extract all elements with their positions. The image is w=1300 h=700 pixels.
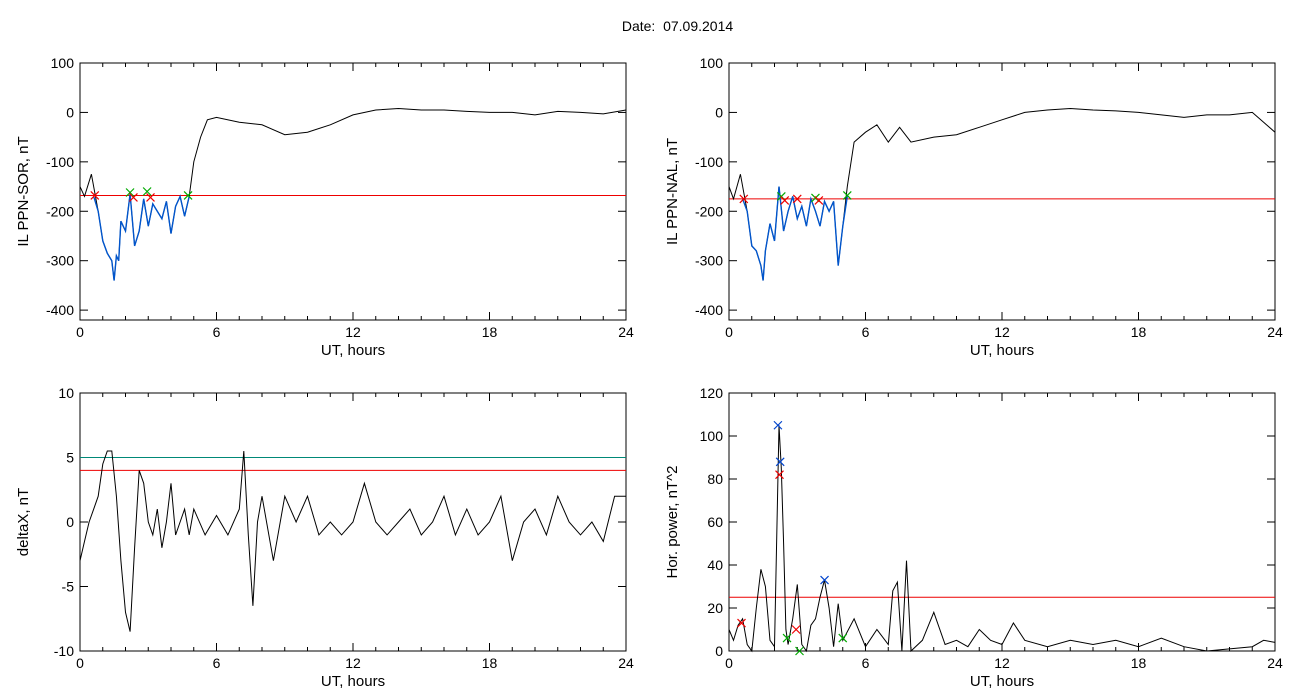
- chart-panel-ppn-sor: 0 6 12 18 24 -400 -300 -200 -100 0 100 UT, hours IL …: [15, 55, 634, 359]
- y-axis-label: IL PPN-SOR, nT: [15, 136, 32, 246]
- x-tick-label: 0: [725, 324, 733, 340]
- series-line: [728, 425, 1276, 653]
- y-tick-label: -5: [62, 579, 75, 595]
- x-axis-label: UT, hours: [321, 342, 385, 359]
- cross-marker: [737, 618, 746, 628]
- y-tick-label: 100: [51, 55, 75, 71]
- x-tick-label: 6: [213, 324, 221, 340]
- x-tick-label: 24: [1267, 324, 1283, 340]
- x-tick-label: 12: [345, 324, 361, 340]
- y-tick-label: 0: [66, 104, 74, 120]
- x-tick-label: 12: [994, 324, 1010, 340]
- y-tick-label: 0: [715, 104, 723, 120]
- y-tick-label: -100: [695, 154, 723, 170]
- x-axis-label: UT, hours: [970, 673, 1034, 690]
- y-tick-label: 10: [58, 385, 74, 401]
- x-axis-label: UT, hours: [321, 673, 385, 690]
- y-tick-label: 60: [707, 514, 723, 530]
- cross-marker: [795, 646, 804, 656]
- cross-marker: [773, 420, 783, 430]
- chart-panel-ppn-nal: 0 6 12 18 24 -400 -300 -200 -100 0 100 UT, hours IL …: [664, 55, 1283, 359]
- y-tick-label: 40: [707, 557, 723, 573]
- y-tick-label: 5: [66, 450, 74, 466]
- x-tick-label: 0: [76, 655, 84, 671]
- x-tick-label: 0: [76, 324, 84, 340]
- cross-marker: [90, 191, 100, 200]
- y-tick-label: 100: [700, 55, 724, 71]
- x-axis-label: UT, hours: [970, 342, 1034, 359]
- y-axis-label: Hor. power, nT^2: [664, 466, 681, 579]
- y-tick-label: -200: [695, 203, 723, 219]
- cross-marker: [820, 575, 829, 585]
- x-tick-label: 24: [618, 655, 634, 671]
- y-tick-label: 20: [707, 600, 723, 616]
- series-line: [79, 107, 627, 281]
- cross-marker: [183, 191, 193, 200]
- x-tick-label: 18: [482, 655, 498, 671]
- y-tick-label: 120: [700, 385, 724, 401]
- cross-marker: [782, 633, 792, 643]
- y-tick-label: -300: [46, 253, 74, 269]
- x-tick-label: 24: [618, 324, 634, 340]
- x-tick-label: 12: [345, 655, 361, 671]
- y-tick-label: 0: [66, 514, 74, 530]
- x-tick-label: 12: [994, 655, 1010, 671]
- plot-frame: [728, 62, 1276, 321]
- y-tick-label: 0: [715, 643, 723, 659]
- series-highlight-line: [741, 186, 848, 281]
- chart-panel-deltax: 0 6 12 18 24 -10 -5 0 5 10 UT, hours deltaX, nT: [15, 385, 634, 690]
- cross-marker: [775, 470, 784, 480]
- x-tick-label: 18: [482, 324, 498, 340]
- cross-marker: [792, 194, 802, 204]
- y-tick-label: -200: [46, 203, 74, 219]
- y-tick-label: -100: [46, 154, 74, 170]
- cross-marker: [838, 633, 848, 643]
- x-tick-label: 18: [1131, 655, 1147, 671]
- cross-marker: [791, 625, 801, 634]
- series-highlight-line: [93, 193, 190, 281]
- cross-marker: [125, 188, 135, 197]
- y-axis-label: deltaX, nT: [15, 488, 32, 556]
- y-tick-label: 80: [707, 471, 723, 487]
- y-tick-label: -400: [695, 302, 723, 318]
- y-tick-label: -400: [46, 302, 74, 318]
- cross-marker: [146, 193, 155, 202]
- cross-marker: [842, 191, 852, 200]
- plot-frame: [79, 62, 627, 321]
- cross-marker: [142, 187, 152, 196]
- x-tick-label: 6: [213, 655, 221, 671]
- x-tick-label: 24: [1267, 655, 1283, 671]
- cross-marker: [814, 195, 824, 205]
- x-tick-label: 6: [862, 324, 870, 340]
- series-line: [79, 450, 626, 632]
- y-tick-label: 100: [700, 428, 724, 444]
- cross-marker: [775, 457, 785, 467]
- cross-marker: [780, 195, 790, 205]
- date-title: Date: 07.09.2014: [621, 18, 734, 34]
- series-line: [728, 107, 1276, 281]
- y-tick-label: -300: [695, 253, 723, 269]
- x-tick-label: 6: [862, 655, 870, 671]
- cross-marker: [129, 193, 138, 202]
- chart-panel-hor-power: 0 6 12 18 24 0 20 40 60 80 100 120 UT, hours Hor. pow…: [664, 385, 1283, 690]
- y-axis-label: IL PPN-NAL, nT: [664, 138, 681, 245]
- y-tick-label: -10: [54, 643, 74, 659]
- x-tick-label: 18: [1131, 324, 1147, 340]
- x-tick-label: 0: [725, 655, 733, 671]
- cross-marker: [739, 194, 749, 204]
- plot-frame: [728, 392, 1276, 652]
